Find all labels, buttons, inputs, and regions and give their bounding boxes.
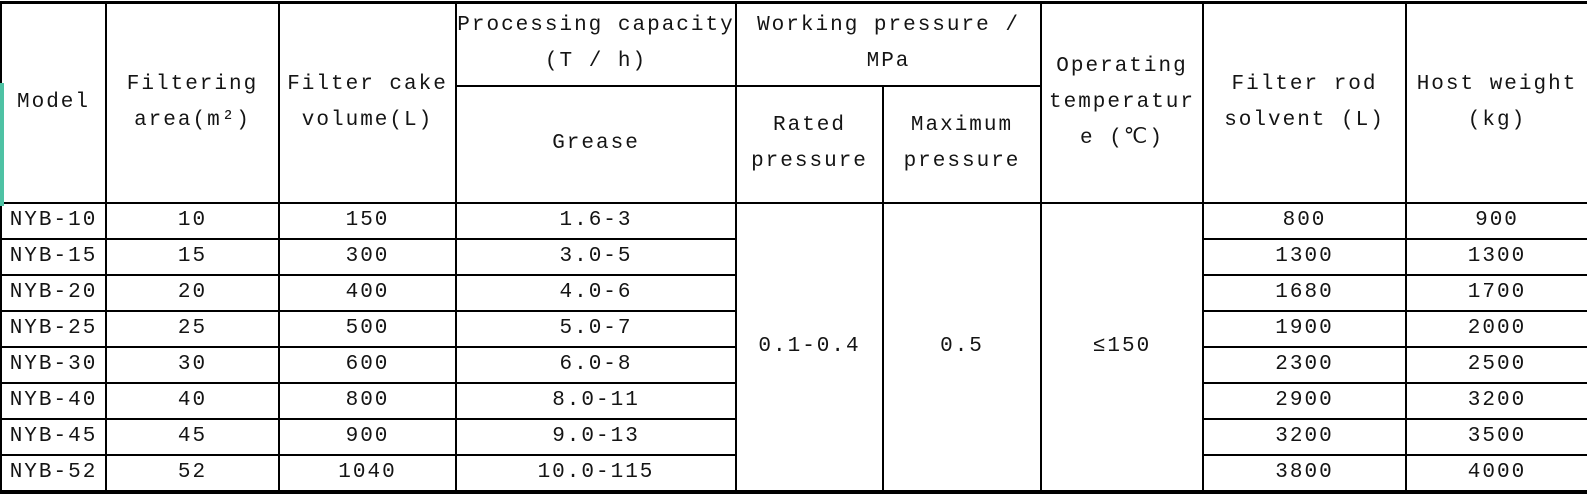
header-host-weight: Host weight (kg) xyxy=(1405,1,1587,204)
cell-model: NYB-52 xyxy=(0,453,107,493)
header-working-pressure: Working pressure / MPa xyxy=(735,1,1042,87)
table-row: NYB-15 15 300 3.0-5 1300 1300 xyxy=(0,237,1587,276)
cell-host-weight: 4000 xyxy=(1405,453,1587,493)
table-row: NYB-52 52 1040 10.0-115 3800 4000 xyxy=(0,453,1587,493)
cell-host-weight: 2500 xyxy=(1405,345,1587,384)
cell-filter-rod-solvent: 1900 xyxy=(1202,309,1407,348)
cell-grease: 10.0-115 xyxy=(455,453,737,493)
cell-filtering-area: 30 xyxy=(105,345,280,384)
cell-filtering-area: 25 xyxy=(105,309,280,348)
header-model: Model xyxy=(0,1,107,204)
cell-host-weight: 1300 xyxy=(1405,237,1587,276)
cell-operating-temperature-value: ≤150 xyxy=(1040,201,1204,493)
header-filter-rod-solvent: Filter rod solvent (L) xyxy=(1202,1,1407,204)
header-filter-cake-volume: Filter cake volume(L) xyxy=(278,1,457,204)
header-filtering-area: Filtering area(m²) xyxy=(105,1,280,204)
cell-model: NYB-15 xyxy=(0,237,107,276)
cell-model: NYB-25 xyxy=(0,309,107,348)
table-row: NYB-20 20 400 4.0-6 1680 1700 xyxy=(0,273,1587,312)
cell-filter-rod-solvent: 3800 xyxy=(1202,453,1407,493)
cell-grease: 6.0-8 xyxy=(455,345,737,384)
cell-grease: 1.6-3 xyxy=(455,201,737,240)
cell-filter-rod-solvent: 1680 xyxy=(1202,273,1407,312)
cell-model: NYB-40 xyxy=(0,381,107,420)
cell-filtering-area: 20 xyxy=(105,273,280,312)
cell-model: NYB-20 xyxy=(0,273,107,312)
cell-filtering-area: 10 xyxy=(105,201,280,240)
cell-host-weight: 3200 xyxy=(1405,381,1587,420)
cell-filter-rod-solvent: 3200 xyxy=(1202,417,1407,456)
cell-filter-cake-volume: 600 xyxy=(278,345,457,384)
cell-grease: 5.0-7 xyxy=(455,309,737,348)
header-row-top: Model Filtering area(m²) Filter cake vol… xyxy=(0,1,1587,204)
header-maximum-pressure: Maximum pressure xyxy=(882,84,1042,204)
cell-rated-pressure-value: 0.1-0.4 xyxy=(735,201,884,493)
header-operating-temperature: Operating temperature (℃) xyxy=(1040,1,1204,204)
cell-filter-cake-volume: 900 xyxy=(278,417,457,456)
cell-filtering-area: 45 xyxy=(105,417,280,456)
cell-model: NYB-30 xyxy=(0,345,107,384)
cell-grease: 9.0-13 xyxy=(455,417,737,456)
cell-filter-rod-solvent: 2900 xyxy=(1202,381,1407,420)
table-row: NYB-40 40 800 8.0-11 2900 3200 xyxy=(0,381,1587,420)
cell-filter-cake-volume: 800 xyxy=(278,381,457,420)
cell-model: NYB-45 xyxy=(0,417,107,456)
cell-host-weight: 1700 xyxy=(1405,273,1587,312)
cell-filter-cake-volume: 1040 xyxy=(278,453,457,493)
cell-filtering-area: 52 xyxy=(105,453,280,493)
cell-filter-cake-volume: 400 xyxy=(278,273,457,312)
left-accent-strip xyxy=(0,83,4,206)
cell-host-weight: 3500 xyxy=(1405,417,1587,456)
cell-filter-cake-volume: 300 xyxy=(278,237,457,276)
cell-grease: 3.0-5 xyxy=(455,237,737,276)
cell-filter-rod-solvent: 2300 xyxy=(1202,345,1407,384)
table-row: NYB-45 45 900 9.0-13 3200 3500 xyxy=(0,417,1587,456)
cell-filtering-area: 15 xyxy=(105,237,280,276)
header-grease: Grease xyxy=(455,84,737,204)
cell-host-weight: 2000 xyxy=(1405,309,1587,348)
header-row-sub: Grease Rated pressure Maximum pressure xyxy=(1,84,1587,204)
table-row: NYB-30 30 600 6.0-8 2300 2500 xyxy=(0,345,1587,384)
cell-filter-cake-volume: 150 xyxy=(278,201,457,240)
header-rated-pressure: Rated pressure xyxy=(735,84,884,204)
table-row: NYB-25 25 500 5.0-7 1900 2000 xyxy=(0,309,1587,348)
header-processing-capacity: Processing capacity (T / h) xyxy=(455,1,737,87)
cell-filter-cake-volume: 500 xyxy=(278,309,457,348)
cell-filter-rod-solvent: 800 xyxy=(1202,201,1407,240)
cell-host-weight: 900 xyxy=(1405,201,1587,240)
cell-maximum-pressure-value: 0.5 xyxy=(882,201,1042,493)
cell-grease: 4.0-6 xyxy=(455,273,737,312)
cell-grease: 8.0-11 xyxy=(455,381,737,420)
cell-filter-rod-solvent: 1300 xyxy=(1202,237,1407,276)
cell-model: NYB-10 xyxy=(0,201,107,240)
table-row: NYB-10 10 150 1.6-3 0.1-0.4 0.5 ≤150 800… xyxy=(0,201,1587,493)
cell-filtering-area: 40 xyxy=(105,381,280,420)
